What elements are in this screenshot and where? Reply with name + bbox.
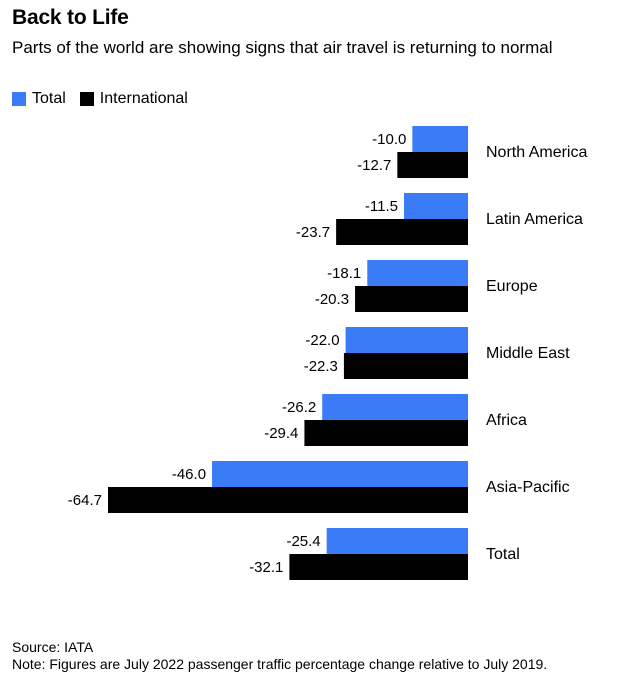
bar-international-middle-east	[343, 353, 468, 379]
data-label-total-africa: -26.2	[282, 399, 316, 416]
data-label-international-africa: -29.4	[264, 425, 298, 442]
chart-subtitle: Parts of the world are showing signs tha…	[12, 38, 553, 57]
bar-total-north-america	[412, 126, 468, 152]
data-label-international-asia-pacific: -64.7	[68, 492, 102, 509]
legend-label-international: International	[99, 90, 188, 107]
data-label-international-europe: -20.3	[315, 291, 349, 308]
bar-total-europe	[367, 260, 468, 286]
category-label: Middle East	[486, 345, 570, 362]
chart-title: Back to Life	[12, 6, 129, 29]
legend-item-total: Total	[12, 90, 66, 108]
legend-swatch-international	[79, 92, 94, 106]
category-label: Africa	[486, 412, 527, 429]
bar-international-north-america	[397, 152, 468, 178]
data-label-total-middle-east: -22.0	[305, 332, 339, 349]
bar-total-middle-east	[345, 327, 468, 353]
data-label-international-middle-east: -22.3	[304, 358, 338, 375]
bar-total-africa	[322, 394, 468, 420]
bar-total-asia-pacific	[212, 461, 468, 487]
bar-international-latin-america	[336, 219, 468, 245]
legend-item-international: International	[79, 90, 188, 108]
data-label-total-total: -25.4	[286, 533, 320, 550]
data-label-total-europe: -18.1	[327, 265, 361, 282]
legend: Total International	[12, 89, 202, 109]
category-label: North America	[486, 144, 587, 161]
data-label-international-north-america: -12.7	[357, 157, 391, 174]
data-label-total-north-america: -10.0	[372, 131, 406, 148]
category-label: Europe	[486, 278, 538, 295]
chart-footer: Source: IATA Note: Figures are July 2022…	[12, 639, 612, 673]
bar-total-total	[326, 528, 468, 554]
bar-chart: -10.0 -12.7 North America -11.5 -23.7 Latin A…	[68, 126, 587, 580]
footnote: Note: Figures are July 2022 passenger tr…	[12, 656, 548, 672]
bar-total-latin-america	[404, 193, 468, 219]
category-label: Latin America	[486, 211, 583, 228]
bar-international-europe	[355, 286, 468, 312]
data-label-international-total: -32.1	[249, 559, 283, 576]
bar-international-asia-pacific	[108, 487, 468, 513]
legend-swatch-total	[12, 92, 26, 106]
data-label-total-latin-america: -11.5	[365, 198, 398, 215]
source-note: Source: IATA	[12, 639, 94, 655]
category-label: Total	[486, 546, 520, 563]
data-label-international-latin-america: -23.7	[296, 224, 330, 241]
category-label: Asia-Pacific	[486, 479, 570, 496]
legend-label-total: Total	[32, 90, 66, 107]
bar-international-total	[289, 554, 468, 580]
bar-international-africa	[304, 420, 468, 446]
data-label-total-asia-pacific: -46.0	[172, 466, 206, 483]
